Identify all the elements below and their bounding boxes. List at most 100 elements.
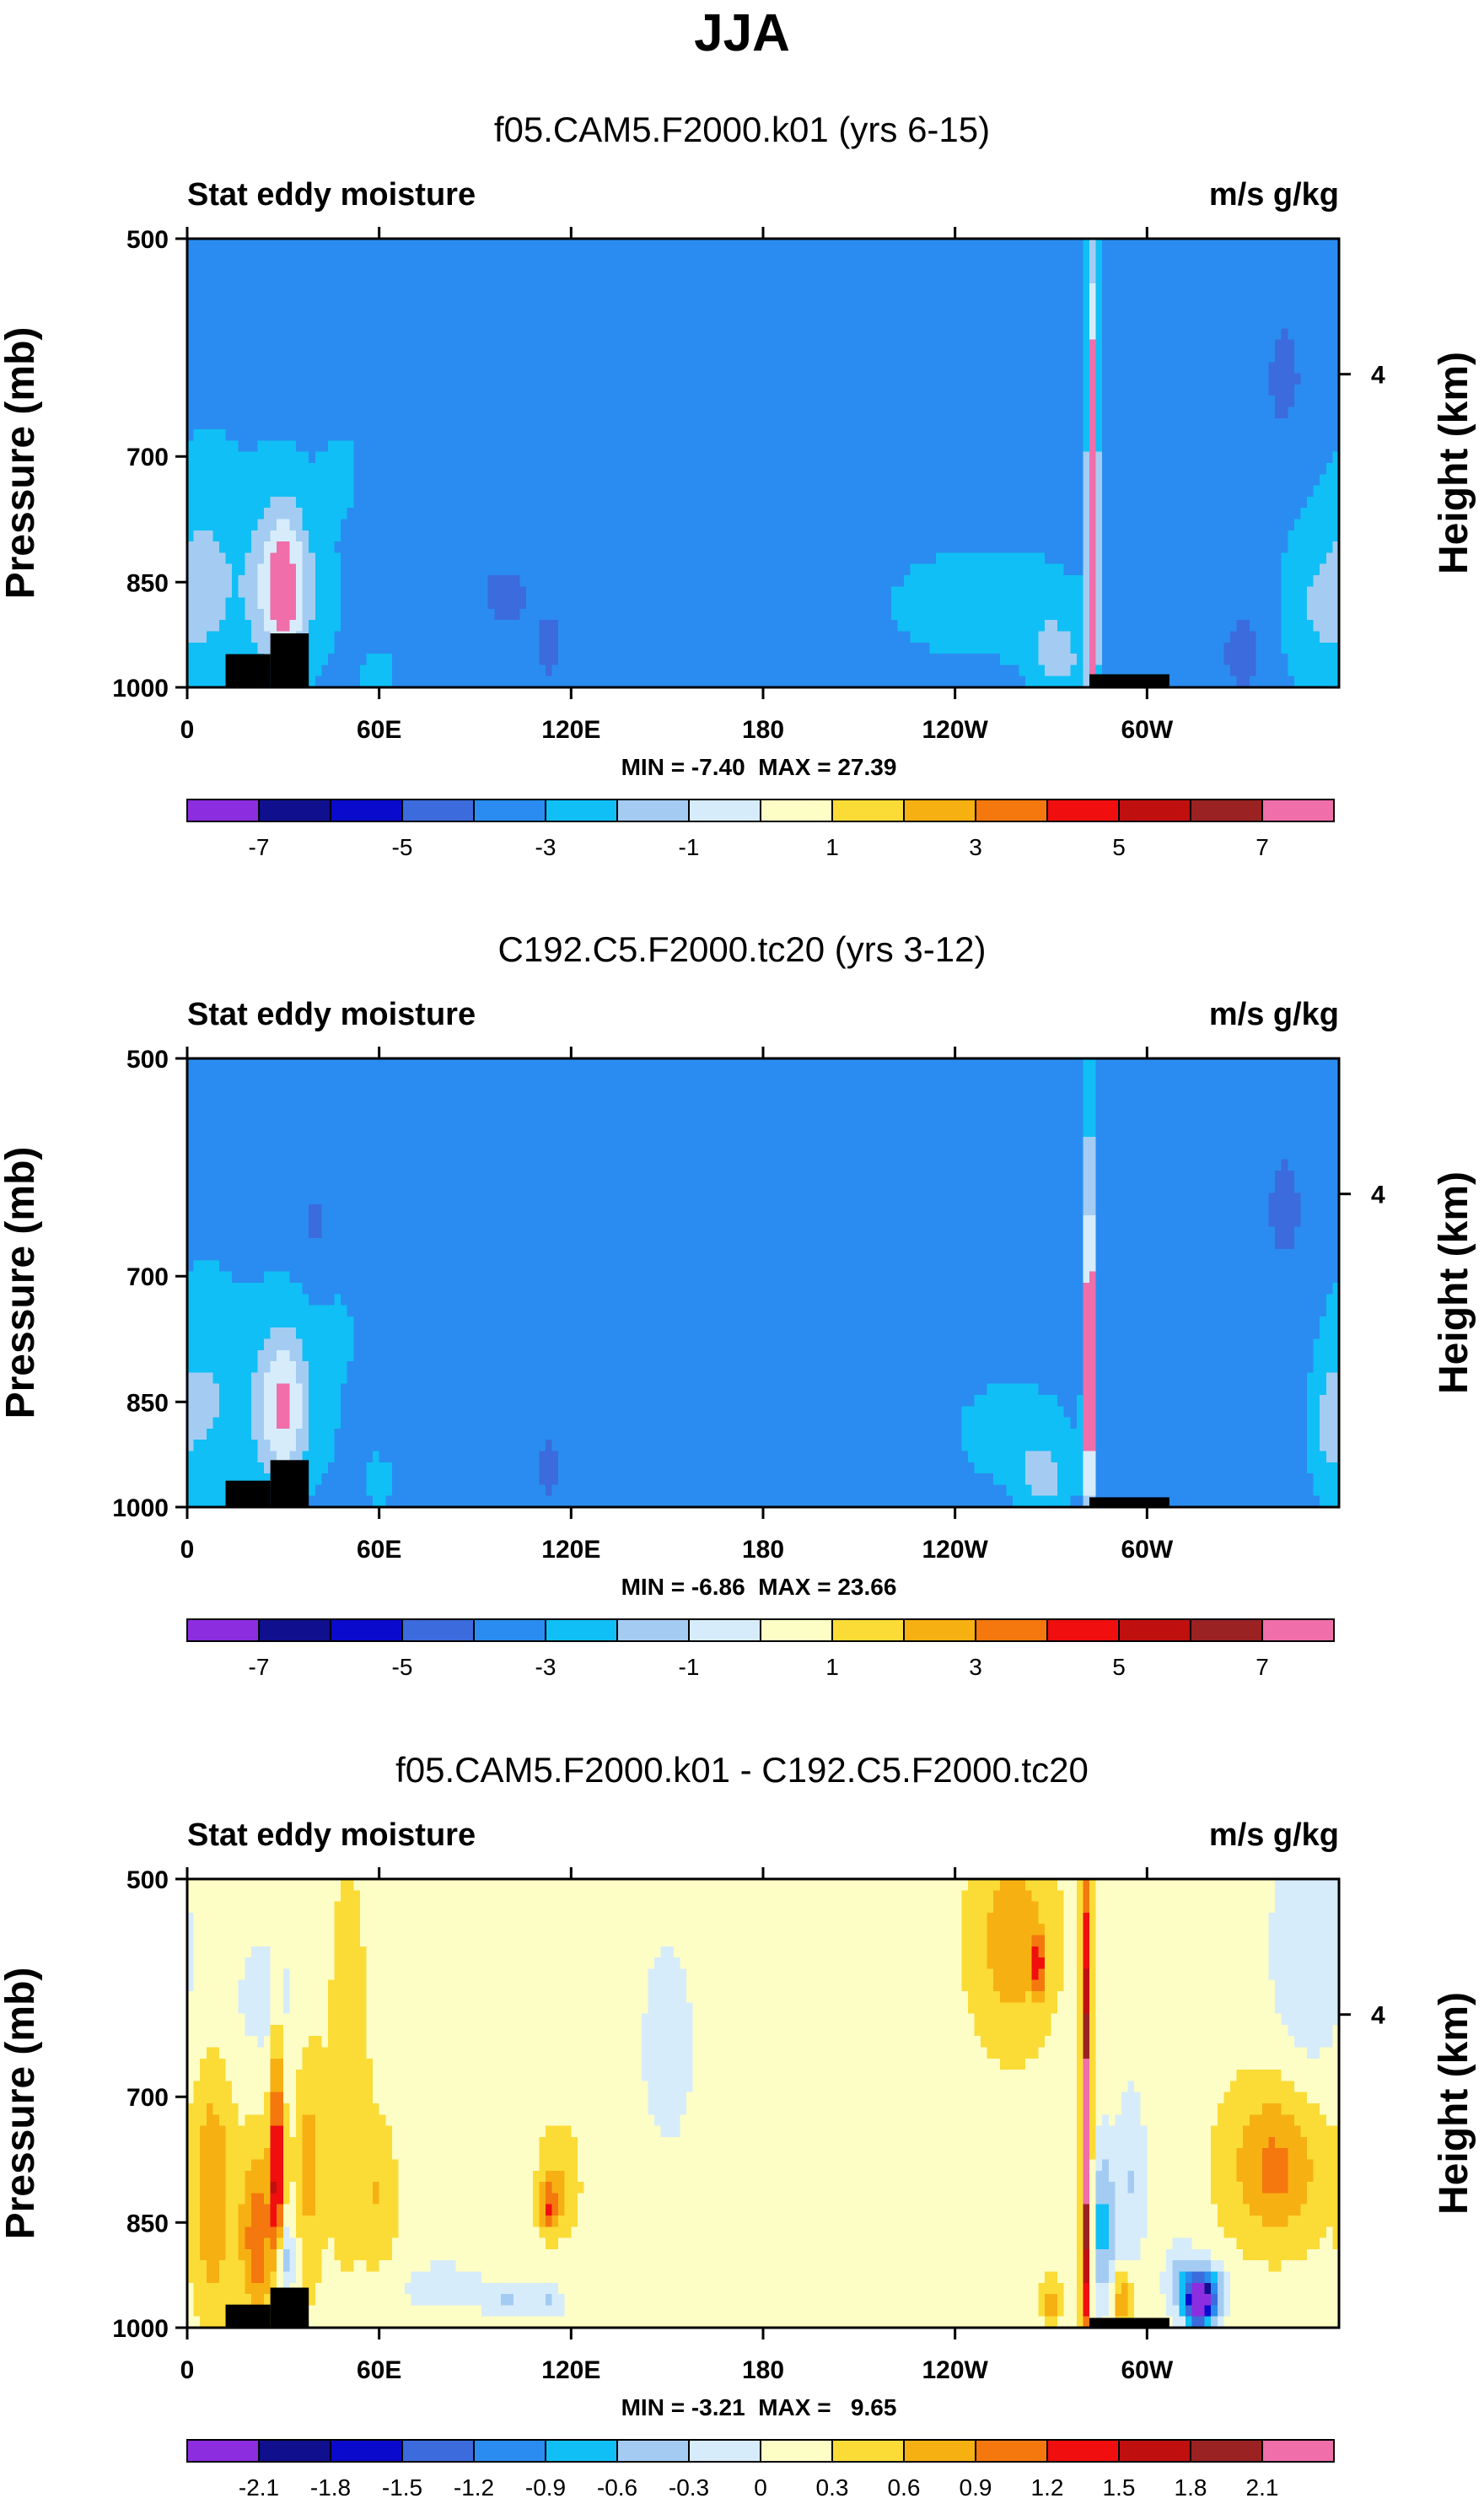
colorbar-swatch	[688, 799, 761, 822]
topography-mask	[1089, 1497, 1169, 1507]
right-tick-label: 4	[1371, 362, 1385, 390]
topography-mask	[225, 654, 271, 687]
min-max-label: MIN = -7.40 MAX = 27.39	[621, 754, 897, 780]
x-tick-label: 180	[742, 1536, 784, 1564]
colorbar-swatch	[831, 2439, 905, 2463]
colorbar-swatch	[401, 2439, 475, 2463]
colorbar-label: 7	[1255, 834, 1269, 860]
colorbar-swatch	[1261, 799, 1335, 822]
colorbar-swatch	[330, 799, 403, 822]
colorbar-swatch	[1190, 1618, 1263, 1642]
y-axis-label-right: Height (km)	[1432, 1992, 1476, 2215]
y-axis-label-right: Height (km)	[1432, 1171, 1476, 1394]
colorbar-label: -0.9	[525, 2474, 566, 2501]
colorbar-label: -1.5	[382, 2474, 422, 2501]
colorbar-swatch	[616, 1618, 690, 1642]
x-tick-label: 120E	[541, 1536, 600, 1564]
colorbar-swatch	[186, 2439, 260, 2463]
colorbar-swatch	[903, 2439, 976, 2463]
panel-2: C192.C5.F2000.tc20 (yrs 3-12) Stat eddy m…	[0, 929, 1476, 1680]
colorbar-swatch	[473, 2439, 546, 2463]
colorbar-label: 1.8	[1175, 2474, 1207, 2501]
y-tick-label: 1000	[112, 675, 169, 703]
colorbar-label: 0	[754, 2474, 767, 2501]
x-tick-label: 120W	[922, 1536, 988, 1564]
colorbar-label: -2.1	[239, 2474, 279, 2501]
colorbar-label: 1.2	[1031, 2474, 1064, 2501]
panel-title: f05.CAM5.F2000.k01 - C192.C5.F2000.tc20	[395, 1750, 1089, 1790]
colorbar-swatch	[186, 799, 260, 822]
contour-field	[187, 1879, 1340, 2329]
contour-field	[187, 1058, 1340, 1508]
colorbar-swatch	[545, 2439, 618, 2463]
y-tick-label: 1000	[112, 1494, 169, 1522]
y-tick-label: 700	[126, 1263, 169, 1291]
colorbar-label: -5	[392, 834, 413, 860]
right-tick-label: 4	[1371, 2002, 1385, 2030]
colorbar-swatch	[401, 799, 475, 822]
x-tick-label: 60W	[1121, 1536, 1173, 1564]
topography-mask	[1089, 674, 1169, 687]
colorbar-label: 5	[1112, 1654, 1126, 1680]
colorbar-swatch	[186, 1618, 260, 1642]
units-label: m/s g/kg	[1209, 1817, 1339, 1853]
colorbar-swatch	[401, 1618, 475, 1642]
y-tick-label: 500	[126, 1046, 169, 1074]
x-tick-label: 0	[180, 1536, 195, 1564]
x-tick-label: 60E	[357, 1536, 401, 1564]
field-label: Stat eddy moisture	[187, 997, 476, 1032]
colorbar-swatch	[545, 799, 618, 822]
colorbar-label: -1.2	[454, 2474, 494, 2501]
y-tick-label: 850	[126, 1389, 169, 1417]
y-tick-label: 1000	[112, 2315, 169, 2343]
min-max-label: MIN = -6.86 MAX = 23.66	[621, 1574, 897, 1600]
topography-mask	[270, 2287, 309, 2328]
panel-3: f05.CAM5.F2000.k01 - C192.C5.F2000.tc20 S…	[0, 1750, 1476, 2501]
colorbar-swatch	[688, 1618, 761, 1642]
colorbar-label: -3	[535, 834, 556, 860]
y-axis-label: Pressure (mb)	[0, 1968, 43, 2240]
colorbar-swatch	[975, 1618, 1048, 1642]
colorbar-swatch	[1118, 2439, 1191, 2463]
colorbar-swatch	[831, 799, 905, 822]
colorbar-label: 1.5	[1103, 2474, 1136, 2501]
x-tick-label: 180	[742, 2356, 784, 2384]
colorbar: -7 -5 -3 -1 1 3 5 7	[186, 799, 1335, 860]
colorbar-label: -1.8	[310, 2474, 351, 2501]
x-tick-label: 0	[180, 716, 195, 744]
topography-mask	[225, 1480, 271, 1507]
colorbar-swatch	[1261, 2439, 1335, 2463]
field-label: Stat eddy moisture	[187, 177, 476, 213]
contour-field	[187, 239, 1340, 688]
colorbar-swatch	[1190, 799, 1263, 822]
colorbar-swatch	[1190, 2439, 1263, 2463]
colorbar-swatch	[330, 1618, 403, 1642]
colorbar-swatch	[1046, 799, 1120, 822]
colorbar-label: 1	[825, 1654, 839, 1680]
colorbar-swatch	[1046, 2439, 1120, 2463]
y-tick-label: 700	[126, 2084, 169, 2112]
colorbar-swatch	[903, 799, 976, 822]
y-tick-label: 500	[126, 1866, 169, 1894]
y-tick-label: 700	[126, 444, 169, 471]
y-tick-label: 850	[126, 569, 169, 597]
colorbar-swatch	[760, 799, 833, 822]
colorbar-label: 3	[969, 1654, 982, 1680]
panel-title: C192.C5.F2000.tc20 (yrs 3-12)	[498, 929, 987, 969]
min-max-label: MIN = -3.21 MAX = 9.65	[621, 2394, 897, 2420]
topography-mask	[270, 633, 309, 687]
colorbar-swatch	[1046, 1618, 1120, 1642]
y-tick-label: 500	[126, 226, 169, 254]
colorbar-swatch	[1118, 799, 1191, 822]
colorbar-label: -0.6	[597, 2474, 637, 2501]
x-tick-label: 120E	[541, 716, 600, 744]
topography-mask	[1089, 2318, 1169, 2328]
colorbar-label: 2.1	[1246, 2474, 1279, 2501]
x-tick-label: 120W	[922, 716, 988, 744]
y-axis-label: Pressure (mb)	[0, 327, 43, 600]
colorbar-label: 7	[1255, 1654, 1269, 1680]
colorbar-label: 0.3	[816, 2474, 849, 2501]
figure-title: JJA	[694, 4, 790, 62]
colorbar-swatch	[545, 1618, 618, 1642]
